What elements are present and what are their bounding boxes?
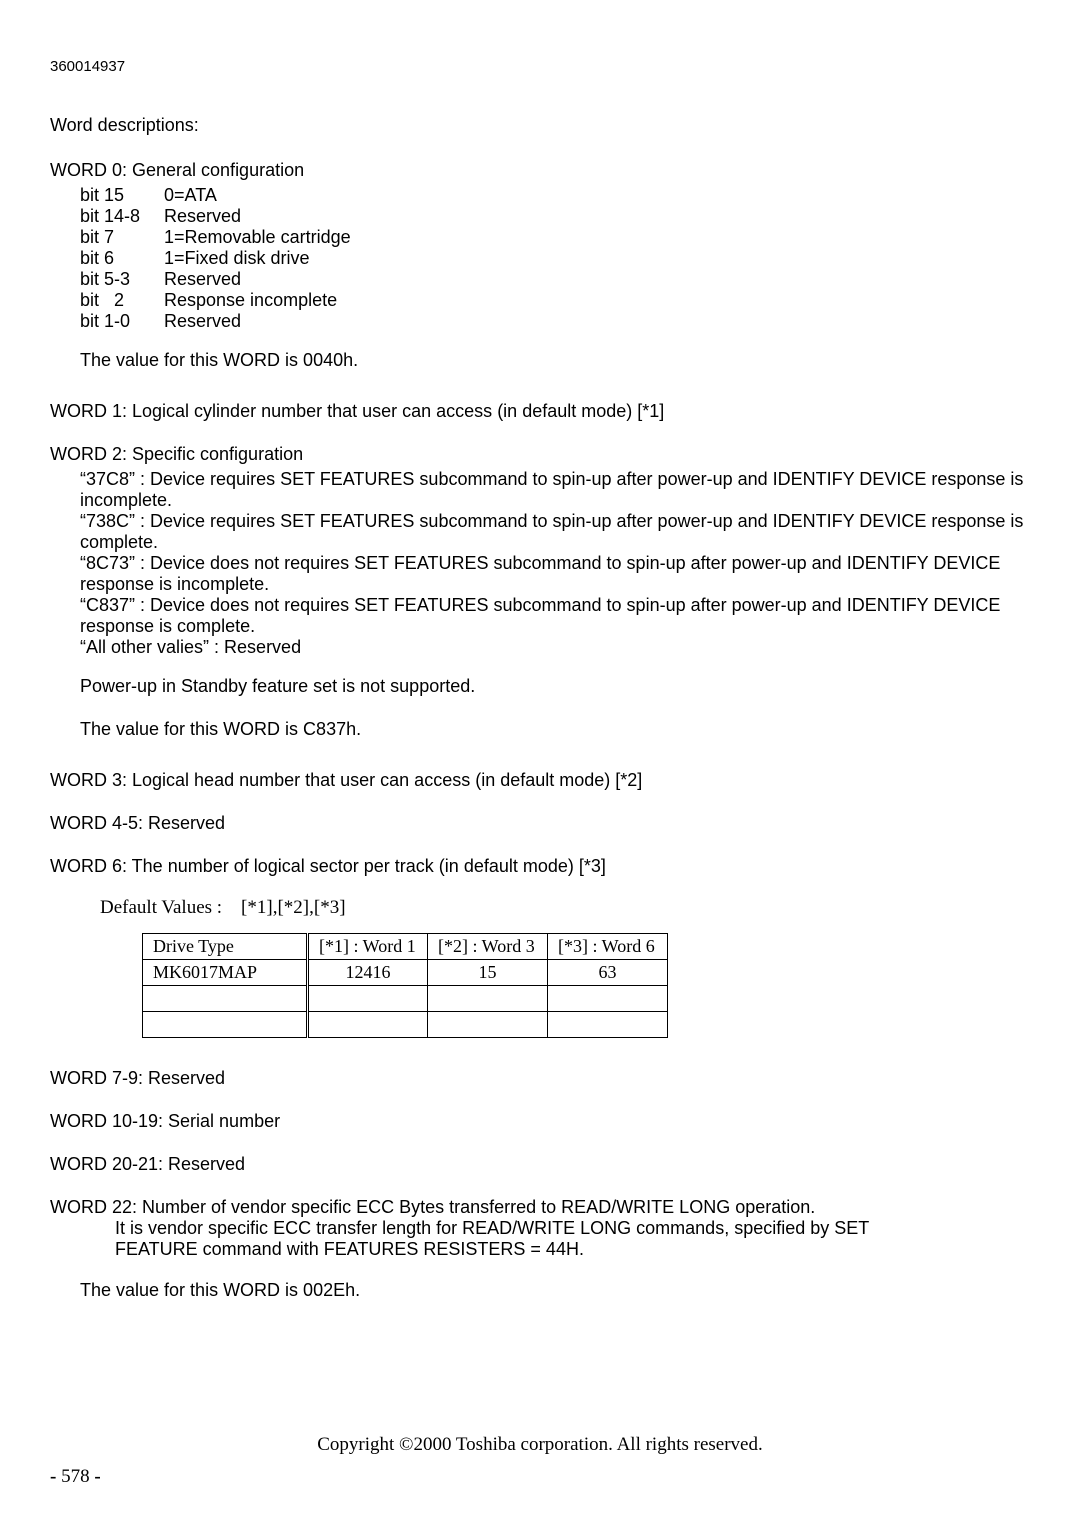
- table-row: MK6017MAP 12416 15 63: [143, 960, 668, 986]
- bit-desc: Reserved: [164, 269, 241, 290]
- th-drive-type: Drive Type: [143, 934, 308, 960]
- bit-desc: Response incomplete: [164, 290, 337, 311]
- word2-line: “738C” : Device requires SET FEATURES su…: [80, 511, 1030, 553]
- td: [143, 986, 308, 1012]
- td: [548, 1012, 668, 1038]
- bit-row: bit 150=ATA: [80, 185, 1030, 206]
- page-dash: -: [90, 1466, 101, 1487]
- word2-note2: The value for this WORD is C837h.: [80, 719, 1030, 740]
- page-number: - 578 -: [50, 1466, 101, 1488]
- word2-body: “37C8” : Device requires SET FEATURES su…: [80, 469, 1030, 658]
- bit-label: bit 5-3: [80, 269, 164, 290]
- table-row: [143, 1012, 668, 1038]
- word0-value: The value for this WORD is 0040h.: [80, 350, 1030, 371]
- word2-line: “37C8” : Device requires SET FEATURES su…: [80, 469, 1030, 511]
- bit-desc: Reserved: [164, 206, 241, 227]
- bit-label: bit 1-0: [80, 311, 164, 332]
- th-word1: [*1] : Word 1: [308, 934, 428, 960]
- page-num-value: 578: [61, 1466, 90, 1487]
- default-values-table: Drive Type [*1] : Word 1 [*2] : Word 3 […: [142, 933, 668, 1038]
- word79: WORD 7-9: Reserved: [50, 1068, 1030, 1089]
- td: 12416: [308, 960, 428, 986]
- copyright: Copyright ©2000 Toshiba corporation. All…: [0, 1434, 1080, 1456]
- word2-heading: WORD 2: Specific configuration: [50, 444, 1030, 465]
- td: [428, 986, 548, 1012]
- table-header-row: Drive Type [*1] : Word 1 [*2] : Word 3 […: [143, 934, 668, 960]
- th-word6: [*3] : Word 6: [548, 934, 668, 960]
- bit-row: bit 71=Removable cartridge: [80, 227, 1030, 248]
- td: 15: [428, 960, 548, 986]
- doc-number: 360014937: [50, 58, 1030, 75]
- td: [143, 1012, 308, 1038]
- page-dash: -: [50, 1466, 61, 1487]
- td: [308, 1012, 428, 1038]
- bit-label: bit 15: [80, 185, 164, 206]
- bit-desc: 1=Fixed disk drive: [164, 248, 310, 269]
- word2-line: “8C73” : Device does not requires SET FE…: [80, 553, 1030, 595]
- word3: WORD 3: Logical head number that user ca…: [50, 770, 1030, 791]
- word2-line: “C837” : Device does not requires SET FE…: [80, 595, 1030, 637]
- bit-desc: 1=Removable cartridge: [164, 227, 351, 248]
- word2021: WORD 20-21: Reserved: [50, 1154, 1030, 1175]
- td: 63: [548, 960, 668, 986]
- bit-row: bit 61=Fixed disk drive: [80, 248, 1030, 269]
- word2-line: “All other valies” : Reserved: [80, 637, 1030, 658]
- default-values-label: Default Values : [*1],[*2],[*3]: [100, 897, 1030, 919]
- section-title: Word descriptions:: [50, 115, 1030, 136]
- th-word3: [*2] : Word 3: [428, 934, 548, 960]
- word22-line2: FEATURE command with FEATURES RESISTERS …: [115, 1239, 1030, 1260]
- bit-row: bit 14-8Reserved: [80, 206, 1030, 227]
- word1: WORD 1: Logical cylinder number that use…: [50, 401, 1030, 422]
- word2-note1: Power-up in Standby feature set is not s…: [80, 676, 1030, 697]
- bit-row: bit 1-0Reserved: [80, 311, 1030, 332]
- word0-bit-table: bit 150=ATA bit 14-8Reserved bit 71=Remo…: [80, 185, 1030, 332]
- td: [308, 986, 428, 1012]
- table-row: [143, 986, 668, 1012]
- word22-heading: WORD 22: Number of vendor specific ECC B…: [50, 1197, 1030, 1218]
- bit-row: bit 5-3Reserved: [80, 269, 1030, 290]
- bit-label: bit 6: [80, 248, 164, 269]
- bit-label: bit 2: [80, 290, 164, 311]
- word22-line1: It is vendor specific ECC transfer lengt…: [115, 1218, 1030, 1239]
- bit-row: bit 2Response incomplete: [80, 290, 1030, 311]
- bit-label: bit 7: [80, 227, 164, 248]
- bit-label: bit 14-8: [80, 206, 164, 227]
- word45: WORD 4-5: Reserved: [50, 813, 1030, 834]
- word6: WORD 6: The number of logical sector per…: [50, 856, 1030, 877]
- bit-desc: 0=ATA: [164, 185, 217, 206]
- td: MK6017MAP: [143, 960, 308, 986]
- word22-value: The value for this WORD is 002Eh.: [80, 1280, 1030, 1301]
- bit-desc: Reserved: [164, 311, 241, 332]
- td: [548, 986, 668, 1012]
- td: [428, 1012, 548, 1038]
- word1019: WORD 10-19: Serial number: [50, 1111, 1030, 1132]
- word0-heading: WORD 0: General configuration: [50, 160, 1030, 181]
